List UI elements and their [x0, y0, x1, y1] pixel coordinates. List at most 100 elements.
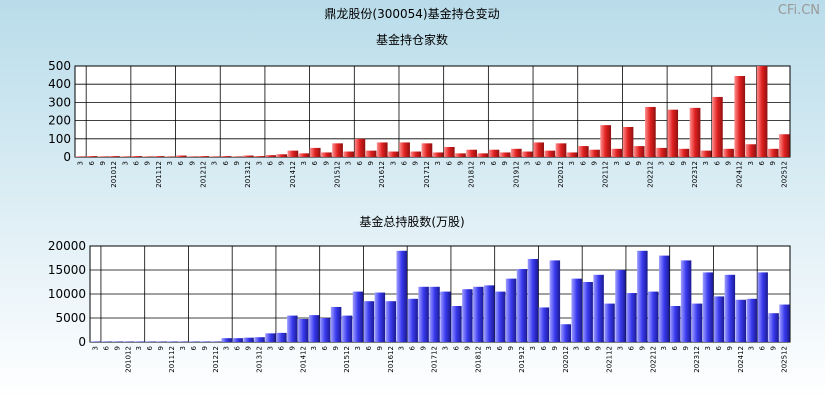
bar: [593, 274, 604, 342]
bar: [142, 156, 153, 157]
bar: [516, 269, 528, 342]
bar: [97, 156, 109, 157]
x-tick-label: 3: [77, 161, 85, 165]
x-tick-label: 6: [759, 345, 767, 350]
x-tick-label: 3: [354, 346, 362, 350]
bar: [667, 109, 679, 157]
watermark: CFi.CN: [778, 3, 820, 18]
bar: [767, 148, 779, 157]
bar: [538, 307, 550, 342]
bar: [691, 303, 703, 342]
bar: [533, 142, 544, 157]
y-tick-label: 100: [48, 132, 71, 146]
bar: [429, 286, 440, 342]
x-tick-label: 202412: [736, 161, 744, 188]
bar: [680, 260, 692, 342]
x-tick-label: 201212: [212, 346, 220, 373]
y-tick-label: 300: [48, 95, 71, 109]
x-tick-label: 9: [322, 161, 330, 165]
bar: [418, 286, 429, 342]
x-tick-label: 201112: [155, 161, 163, 188]
bar: [396, 250, 407, 342]
x-tick-label: 3: [310, 346, 318, 350]
bar: [499, 152, 511, 157]
bar: [164, 156, 176, 157]
x-tick-label: 3: [523, 161, 531, 165]
x-tick-label: 9: [595, 346, 603, 350]
bar: [75, 156, 86, 157]
x-tick-label: 202412: [737, 346, 745, 373]
bar: [505, 278, 517, 342]
x-tick-label: 6: [624, 160, 632, 165]
bar: [745, 144, 757, 157]
x-tick-label: 6: [321, 345, 329, 350]
x-tick-label: 9: [680, 161, 688, 165]
x-tick-label: 6: [190, 345, 198, 350]
x-tick-label: 9: [188, 161, 196, 165]
bar: [410, 151, 422, 157]
bar: [287, 315, 298, 342]
bar: [265, 155, 276, 157]
bar: [287, 150, 299, 157]
y-tick-label: 5000: [55, 311, 86, 325]
x-tick-label: 201312: [256, 346, 264, 373]
bar: [582, 282, 593, 342]
x-tick-label: 201712: [423, 161, 431, 188]
plot-area: [74, 65, 791, 158]
x-tick-label: 9: [420, 346, 428, 350]
bar: [298, 153, 310, 157]
bar: [626, 293, 637, 342]
x-tick-label: 3: [479, 161, 487, 165]
bar: [385, 301, 397, 342]
x-tick-label: 9: [99, 161, 107, 165]
x-tick-label: 6: [669, 160, 677, 165]
x-tick-label: 3: [704, 346, 712, 350]
x-tick-label: 6: [445, 160, 453, 165]
x-tick-label: 3: [166, 161, 174, 165]
bar: [555, 143, 567, 157]
x-tick-label: 6: [277, 345, 285, 350]
bar: [589, 149, 600, 157]
x-tick-label: 3: [568, 161, 576, 165]
bar: [577, 146, 589, 157]
x-tick-label: 9: [551, 346, 559, 350]
x-tick-label: 6: [222, 160, 230, 165]
bar: [232, 338, 243, 342]
x-tick-label: 202112: [606, 346, 614, 373]
bar: [779, 134, 790, 157]
bar: [466, 149, 477, 157]
x-tick-label: 6: [88, 160, 96, 165]
bar: [615, 270, 626, 342]
x-tick-label: 9: [590, 161, 598, 165]
bar: [319, 318, 331, 342]
bar: [622, 126, 634, 157]
x-tick-label: 201912: [512, 161, 520, 188]
x-tick-label: 3: [91, 346, 99, 350]
bar: [332, 143, 343, 157]
bar: [656, 147, 667, 157]
bar: [600, 125, 612, 157]
bar: [253, 156, 265, 157]
bar: [265, 333, 276, 342]
x-tick-label: 201212: [199, 161, 207, 188]
bar: [712, 96, 723, 157]
bar: [522, 151, 533, 157]
bar: [254, 337, 265, 342]
x-tick-label: 3: [121, 161, 129, 165]
bar: [321, 152, 332, 157]
bar: [388, 151, 399, 157]
page-title: 鼎龙股份(300054)基金持仓变动: [324, 6, 499, 21]
x-tick-label: 201812: [474, 346, 482, 373]
x-tick-label: 6: [490, 160, 498, 165]
bar: [421, 143, 433, 157]
x-tick-label: 3: [529, 346, 537, 350]
chart-title: 基金总持股数(万股): [359, 214, 464, 229]
bar: [209, 156, 221, 157]
x-tick-label: 201712: [431, 346, 439, 373]
x-tick-label: 9: [144, 161, 152, 165]
x-tick-label: 9: [113, 346, 121, 350]
x-tick-label: 6: [671, 345, 679, 350]
bar: [363, 301, 375, 342]
x-tick-label: 6: [146, 345, 154, 350]
x-tick-label: 9: [770, 346, 778, 350]
